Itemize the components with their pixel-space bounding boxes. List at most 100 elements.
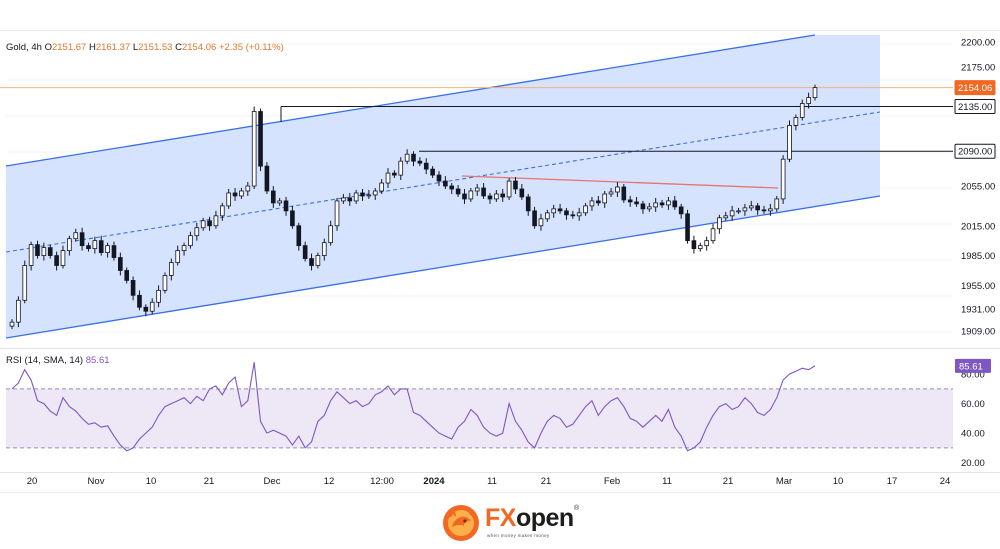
candle	[557, 208, 563, 212]
candle	[149, 301, 155, 312]
price-pane[interactable]	[0, 32, 953, 345]
time-tick-label: 12:00	[370, 476, 394, 487]
candle	[226, 192, 231, 207]
lion-emblem-icon	[443, 505, 479, 541]
candle	[162, 275, 168, 291]
candle	[270, 190, 276, 204]
candle	[239, 190, 244, 197]
candle	[806, 97, 811, 104]
time-tick-label: 20	[27, 476, 38, 487]
candle	[748, 205, 754, 209]
candle	[608, 191, 614, 195]
time-tick-label: 21	[723, 476, 734, 487]
price-badge-current-text: 2154.06	[958, 83, 992, 94]
candle	[169, 262, 174, 276]
candle	[659, 202, 665, 206]
candle	[742, 207, 748, 212]
candle	[793, 117, 799, 126]
brand-name: FXopen	[485, 504, 574, 532]
candle	[309, 258, 314, 266]
low-value: 2151.53	[138, 42, 173, 53]
candle	[92, 240, 98, 250]
candle	[774, 198, 780, 210]
open-value: 2151.67	[51, 42, 87, 53]
candle	[685, 213, 690, 242]
candle	[296, 225, 302, 247]
candle	[258, 111, 263, 167]
price-badge-current-box	[954, 80, 996, 96]
candle	[200, 220, 206, 229]
candle	[513, 180, 518, 190]
timeframe: 4h	[31, 42, 42, 53]
candle	[634, 201, 639, 205]
instrument-name: Gold	[6, 42, 27, 53]
candle	[494, 193, 499, 200]
candle	[697, 245, 703, 250]
rsi-axis[interactable]: 80.00 60.00 40.00 20.00 85.61	[955, 358, 991, 469]
rsi-tick-label: 20.00	[961, 458, 985, 469]
price-badge-level-high-box	[954, 99, 996, 115]
candle	[118, 257, 123, 271]
candle	[417, 160, 423, 164]
candle	[602, 193, 608, 204]
candle	[404, 153, 410, 162]
price-tick-label: 1909.00	[961, 327, 995, 338]
candle	[156, 289, 161, 303]
rsi-tick-label: 60.00	[961, 399, 985, 410]
time-tick-label: 11	[487, 476, 497, 487]
price-tick-label: 2055.00	[961, 182, 995, 193]
channel-midline	[5, 111, 881, 253]
time-axis[interactable]: 20 Nov 10 21 Dec 12 12:00 2024 11 21 Feb 11 21 Mar 10 1…	[0, 472, 1000, 493]
candle	[487, 195, 493, 200]
high-value: 2161.37	[95, 42, 131, 53]
candle	[462, 193, 467, 200]
candle	[232, 192, 238, 197]
candle	[398, 160, 404, 176]
time-tick-label: 2024	[423, 476, 445, 487]
top-margin	[0, 0, 1000, 30]
candle	[366, 194, 372, 197]
rsi-line	[11, 362, 816, 452]
candle	[545, 212, 550, 220]
candle	[525, 196, 531, 212]
candle	[570, 214, 576, 217]
candle	[341, 197, 346, 202]
rsi-band	[6, 388, 953, 448]
candle	[736, 210, 741, 213]
price-tick-label: 1985.00	[961, 251, 995, 262]
candle	[290, 210, 295, 227]
candle	[787, 125, 792, 160]
candle	[468, 190, 474, 200]
candle	[385, 172, 391, 184]
candle	[455, 188, 461, 195]
candle	[188, 235, 193, 247]
candle	[347, 197, 353, 202]
candle	[137, 294, 142, 308]
price-axis[interactable]: 2200.00 2175.00 2055.00 2015.00 1985.00 1955.…	[954, 32, 1000, 345]
candle	[812, 87, 818, 98]
rsi-badge-text: 85.61	[959, 361, 983, 372]
candle	[506, 180, 512, 198]
candle	[436, 174, 442, 182]
candle	[449, 185, 455, 190]
candle	[194, 227, 200, 237]
candle	[443, 180, 448, 187]
time-tick-label: 12	[324, 476, 335, 487]
rsi-pane[interactable]	[0, 348, 1000, 452]
candle	[277, 200, 282, 204]
price-tick-label: 1931.00	[961, 305, 995, 316]
brand-tagline: when money makes money	[487, 533, 550, 538]
time-tick-label: Mar	[776, 476, 792, 487]
candle	[379, 182, 384, 192]
candle	[251, 111, 257, 187]
price-badge-level-mid-text: 2090.00	[958, 147, 992, 158]
candle	[583, 205, 588, 214]
candle	[576, 212, 582, 217]
candle	[124, 270, 130, 281]
time-tick-label: Nov	[88, 476, 105, 487]
candle	[474, 187, 480, 192]
candle	[321, 242, 327, 256]
close-value: 2154.06	[181, 42, 217, 53]
candle	[207, 220, 212, 227]
price-tick-label: 1955.00	[961, 281, 995, 292]
